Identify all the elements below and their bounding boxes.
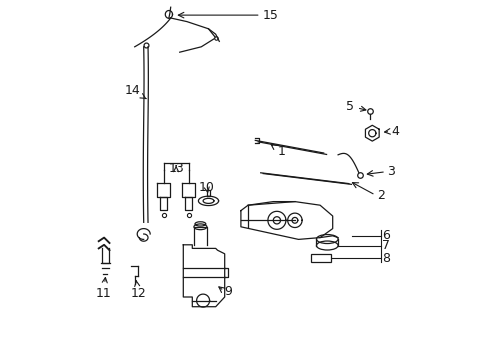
Text: 8: 8 [381,252,389,265]
Text: 5: 5 [346,100,365,113]
Text: 11: 11 [95,278,111,300]
Text: 3: 3 [386,165,394,178]
Text: 13: 13 [168,162,183,175]
Text: 4: 4 [390,125,398,138]
Text: 7: 7 [381,239,389,252]
Text: 1: 1 [271,144,285,158]
Text: 12: 12 [130,281,146,300]
Text: 14: 14 [125,84,146,99]
Text: 15: 15 [262,9,278,22]
Text: 6: 6 [381,229,389,242]
Text: 2: 2 [376,189,384,202]
Text: 9: 9 [224,285,232,298]
Text: 10: 10 [198,181,214,194]
